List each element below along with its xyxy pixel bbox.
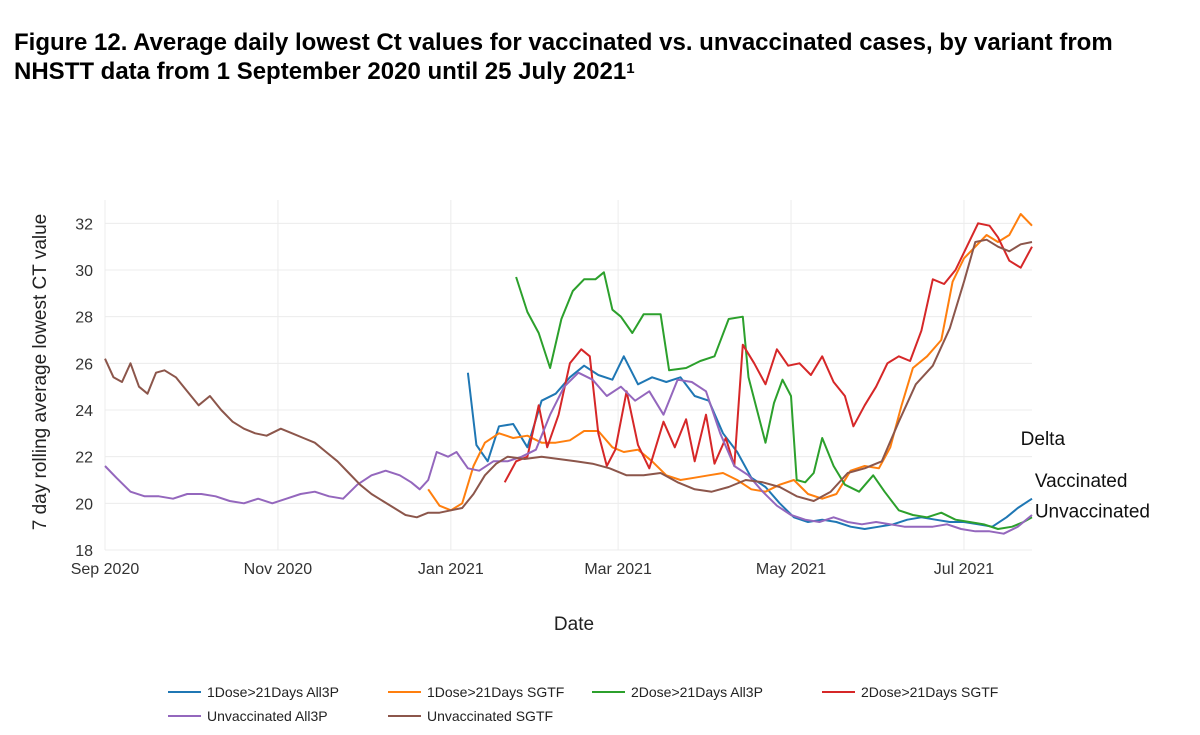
y-tick-label: 20 xyxy=(75,496,93,513)
annotation-layer: Delta Vaccinated Unvaccinated xyxy=(1021,429,1150,522)
x-tick-label: Jul 2021 xyxy=(934,561,995,578)
legend-label-2dose-21days-sgtf: 2Dose>21Days SGTF xyxy=(861,684,998,700)
legend-label-unvaccinated-sgtf: Unvaccinated SGTF xyxy=(427,708,553,724)
y-tick-label: 32 xyxy=(75,216,93,233)
y-tick-label: 24 xyxy=(75,403,93,420)
y-tick-label: 22 xyxy=(75,450,93,467)
y-tick-label: 28 xyxy=(75,310,93,327)
x-tick-label: Nov 2020 xyxy=(244,561,313,578)
series-line-unvaccinated-sgtf xyxy=(104,238,1033,519)
x-tick-label: May 2021 xyxy=(756,561,826,578)
series-layer xyxy=(104,213,1033,535)
y-axis-title: 7 day rolling average lowest CT value xyxy=(30,214,51,531)
series-line-1dose-21days-sgtf xyxy=(427,213,1033,512)
x-tick-label: Mar 2021 xyxy=(584,561,652,578)
y-tick-label: 18 xyxy=(75,543,93,560)
series-line-1dose-21days-all3p xyxy=(466,355,1033,530)
y-tick-label: 26 xyxy=(75,356,93,373)
x-tick-label: Jan 2021 xyxy=(418,561,484,578)
series-line-2dose-21days-sgtf xyxy=(503,222,1033,483)
series-line-unvaccinated-all3p xyxy=(104,371,1033,535)
tick-layer: 18 20 22 24 26 28 30 32 Sep 2020 Nov 2020 Jan 2021… xyxy=(71,216,995,578)
legend-label-2dose-21days-all3p: 2Dose>21Days All3P xyxy=(631,684,763,700)
annotation-unvaccinated: Unvaccinated xyxy=(1035,501,1150,522)
figure-title: Figure 12. Average daily lowest Ct value… xyxy=(14,28,1184,86)
y-tick-label: 30 xyxy=(75,263,93,280)
x-axis-title: Date xyxy=(554,614,594,635)
x-tick-label: Sep 2020 xyxy=(71,561,140,578)
legend-label-unvaccinated-all3p: Unvaccinated All3P xyxy=(207,708,328,724)
legend: 1Dose>21Days All3P 1Dose>21Days SGTF 2Dose… xyxy=(168,684,998,724)
grid-layer xyxy=(104,200,1032,551)
figure-title-footnote: 1 xyxy=(626,60,635,77)
legend-label-1dose-21days-all3p: 1Dose>21Days All3P xyxy=(207,684,339,700)
legend-label-1dose-21days-sgtf: 1Dose>21Days SGTF xyxy=(427,684,564,700)
annotation-delta: Delta xyxy=(1021,429,1066,450)
annotation-vaccinated: Vaccinated xyxy=(1035,471,1128,492)
figure-title-text: Figure 12. Average daily lowest Ct value… xyxy=(14,29,1113,85)
series-line-2dose-21days-all3p xyxy=(515,271,1033,530)
